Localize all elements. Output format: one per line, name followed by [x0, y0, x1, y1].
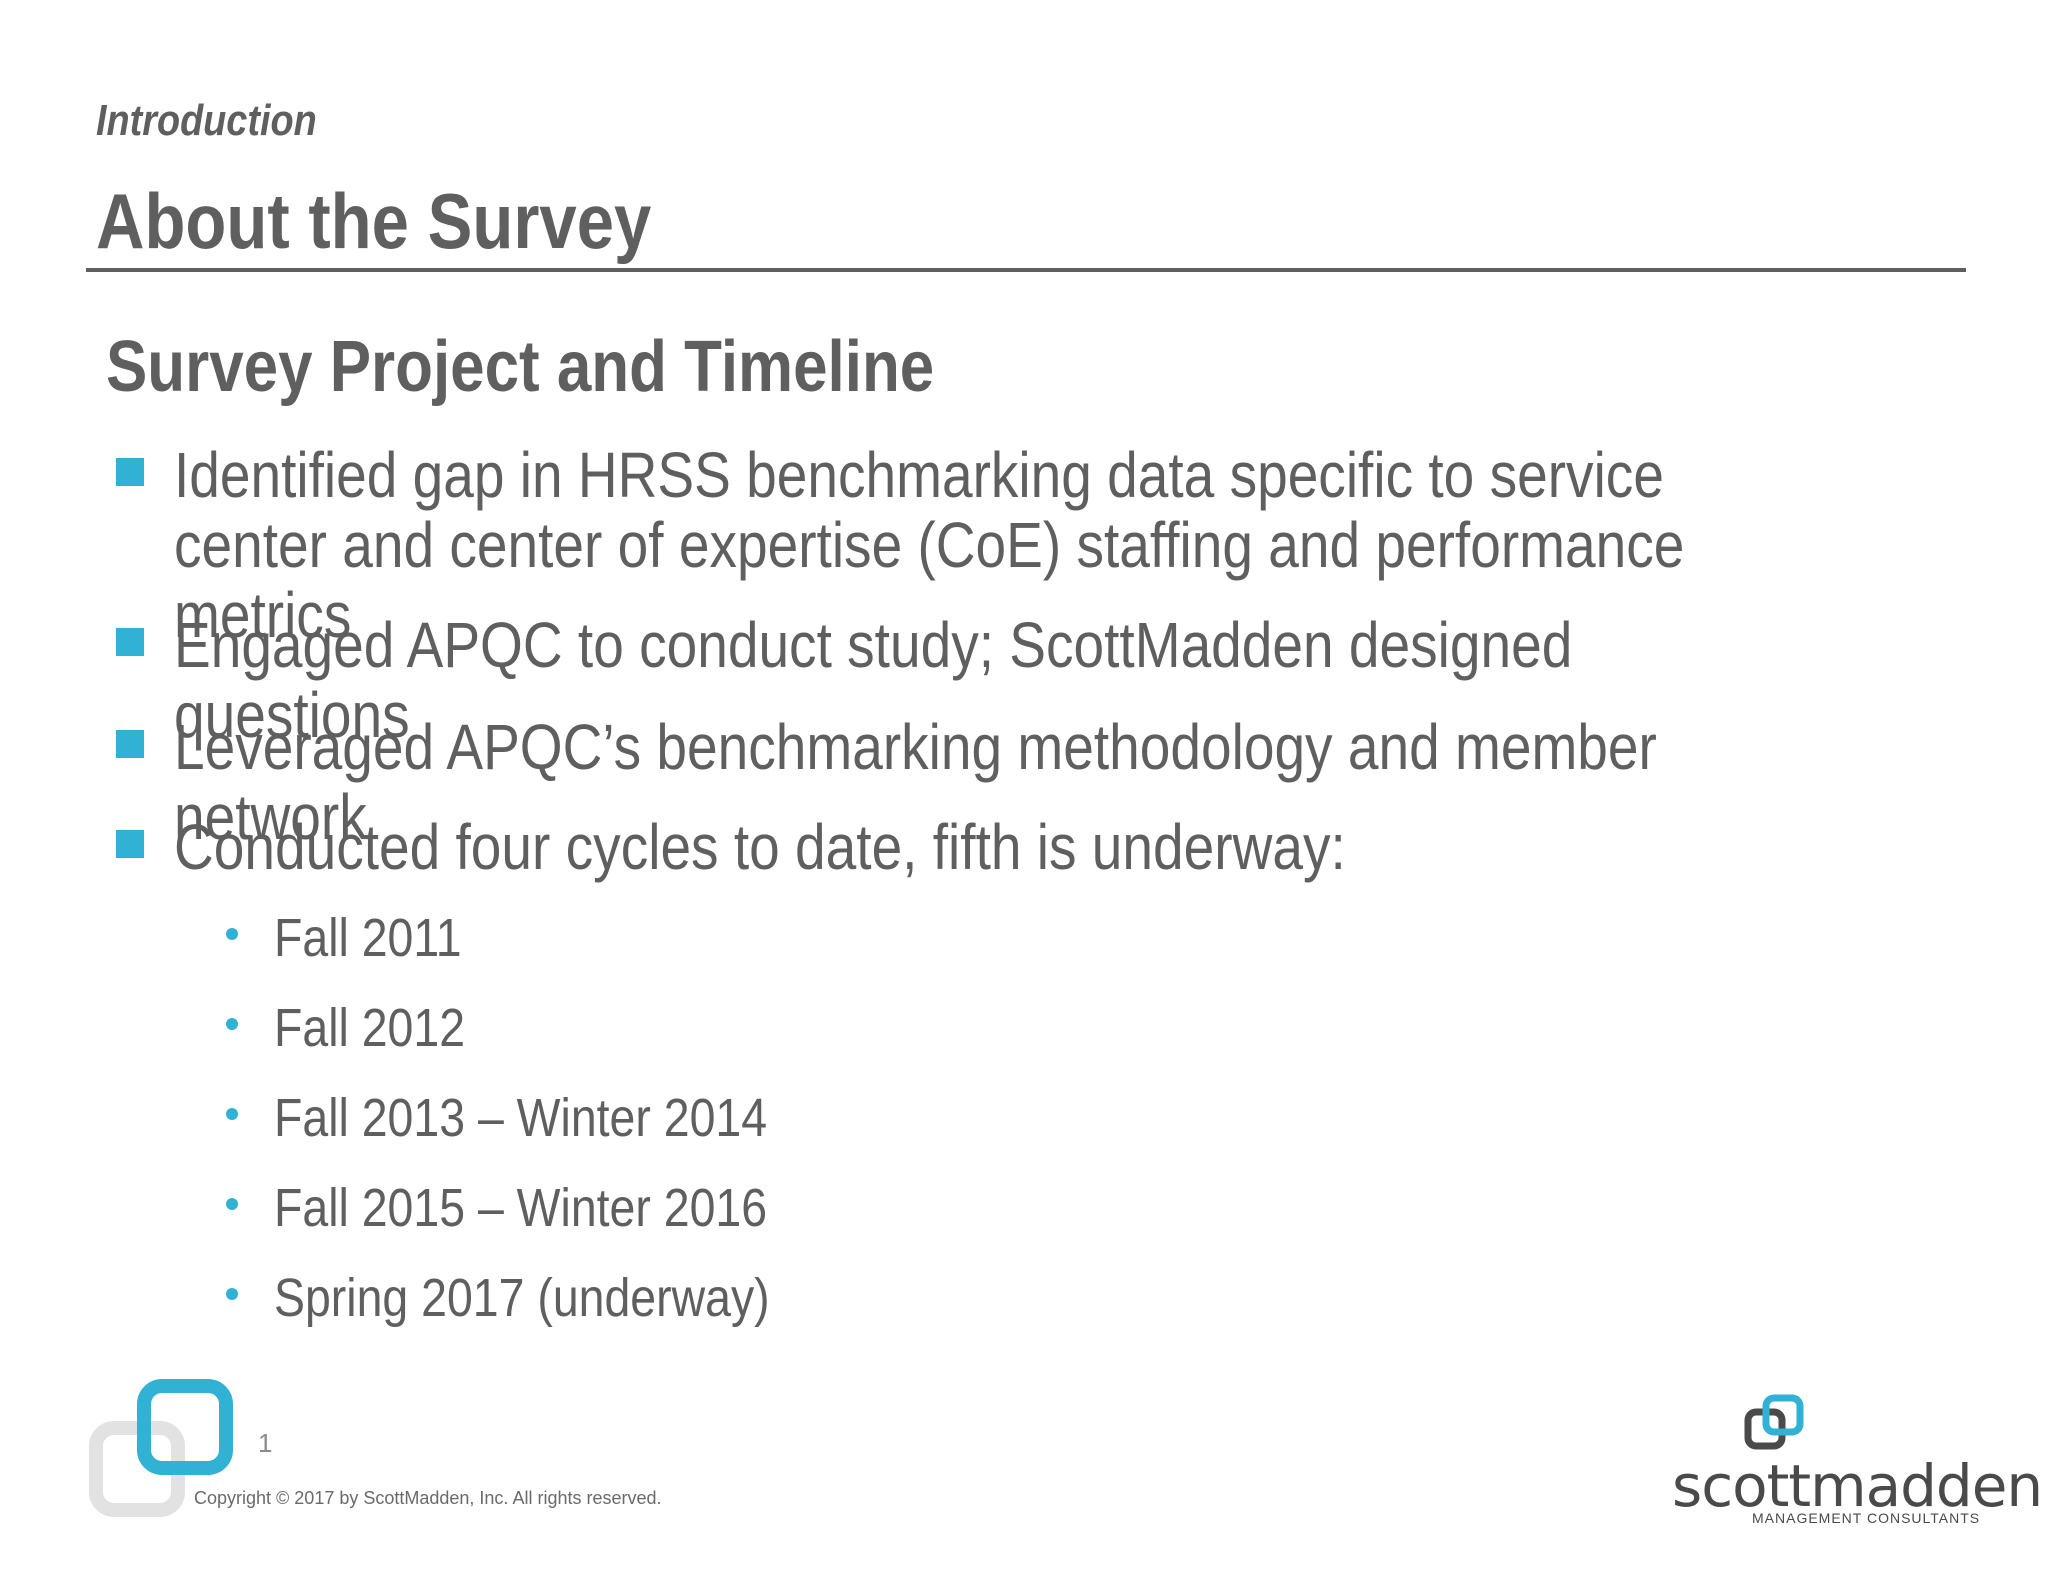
dot-bullet-icon: [226, 1108, 238, 1120]
dot-bullet-icon: [226, 1288, 238, 1300]
brand-name: scottmadden: [1672, 1452, 2043, 1520]
cycle-text: Fall 2011: [274, 908, 462, 968]
cycle-text: Spring 2017 (underway): [274, 1268, 770, 1328]
square-bullet-icon: [116, 458, 144, 486]
square-bullet-icon: [116, 830, 144, 858]
bullet-text: Engaged APQC to conduct study; ScottMadd…: [174, 609, 1573, 751]
square-bullet-icon: [116, 628, 144, 656]
brand-tagline: MANAGEMENT CONSULTANTS: [1752, 1510, 1981, 1526]
scottmadden-logo-icon: [1744, 1394, 1804, 1450]
cycle-text: Fall 2013 – Winter 2014: [274, 1088, 768, 1148]
page-title: About the Survey: [96, 177, 652, 265]
page-number: 1: [258, 1428, 273, 1458]
square-bullet-icon: [116, 730, 144, 758]
copyright-notice: Copyright © 2017 by ScottMadden, Inc. Al…: [194, 1488, 662, 1508]
section-label: Introduction: [96, 96, 317, 145]
cycle-text: Fall 2015 – Winter 2016: [274, 1178, 768, 1238]
corner-squares-icon: [89, 1379, 233, 1517]
content-subtitle: Survey Project and Timeline: [106, 327, 935, 407]
bullet-text: Leveraged APQC’s benchmarking methodolog…: [174, 711, 1657, 853]
dot-bullet-icon: [226, 928, 238, 940]
cycle-text: Fall 2012: [274, 998, 466, 1058]
bullet-text: Conducted four cycles to date, fifth is …: [174, 811, 1346, 883]
title-divider: [86, 268, 1966, 272]
bullet-text: Identified gap in HRSS benchmarking data…: [174, 439, 1685, 651]
dot-bullet-icon: [226, 1018, 238, 1030]
dot-bullet-icon: [226, 1198, 238, 1210]
